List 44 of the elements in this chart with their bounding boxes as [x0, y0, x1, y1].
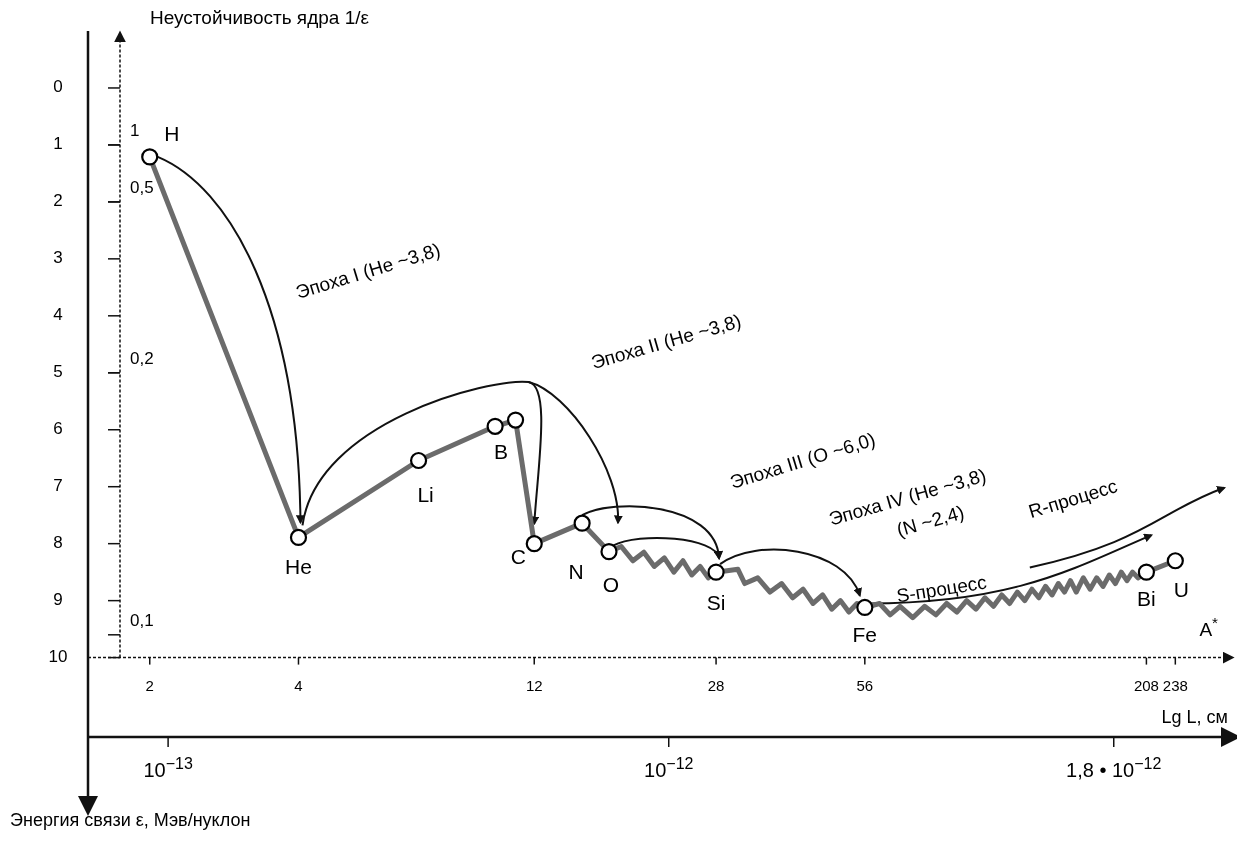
annotation: Bi — [1137, 586, 1156, 610]
annotation: O — [602, 572, 620, 596]
x2-tick-label: 1,8 • 10$^{−12}$ — [1066, 754, 1162, 781]
annotation: Эпоха II (He ~3,8) — [588, 310, 744, 374]
annotation: 0,1 — [130, 611, 154, 631]
x2-axis-title: Lg L, см — [1161, 707, 1228, 727]
annotation: Li — [417, 482, 434, 506]
y-tick-label: 9 — [53, 590, 63, 610]
y-tick-label: 7 — [53, 476, 63, 496]
annotation: C — [510, 544, 526, 568]
annotation: N — [568, 559, 584, 583]
y-tick-label: 1 — [53, 134, 63, 154]
annotation: B — [494, 439, 509, 463]
x-tick-label: 12 — [525, 676, 543, 694]
x-tick-label: 238 — [1162, 676, 1188, 694]
x2-tick-label: 10$^{−13}$ — [143, 754, 193, 781]
x-axis-title: A$^{*}$ — [1199, 613, 1219, 640]
y-tick-label: 3 — [53, 248, 63, 268]
y-tick-label: 4 — [53, 305, 63, 325]
y-axis-title: Энергия связи ε, Мэв/нуклон — [10, 810, 251, 830]
annotation: Fe — [852, 623, 878, 647]
annotation: Si — [706, 590, 726, 614]
x-tick-label: 2 — [145, 676, 154, 694]
x-tick-label: 4 — [294, 676, 303, 694]
x-tick-label: 208 — [1133, 676, 1159, 694]
annotation: S-процесс — [895, 571, 988, 607]
y-tick-label: 10 — [48, 647, 68, 667]
annotation: Эпоха I (He ~3,8) — [293, 239, 443, 303]
annotation: Эпоха III (O ~6,0) — [727, 428, 878, 493]
annotation: 0,5 — [130, 178, 154, 198]
y-tick-label: 6 — [53, 419, 63, 439]
annotation: U — [1173, 577, 1189, 601]
y-tick-label: 2 — [53, 191, 63, 211]
annotation: 0,2 — [130, 349, 154, 369]
y-tick-label: 8 — [53, 533, 63, 553]
y-tick-label: 0 — [53, 77, 63, 97]
annotation: H — [164, 121, 180, 145]
x2-tick-label: 10$^{−12}$ — [644, 754, 694, 781]
x-tick-label: 28 — [707, 676, 725, 694]
annotation: 1 — [130, 121, 140, 141]
annotation: He — [285, 554, 312, 578]
y-tick-label: 5 — [53, 362, 63, 382]
y2-axis-title: Неустойчивость ядра 1/ε — [150, 7, 370, 28]
x-tick-label: 56 — [856, 676, 874, 694]
